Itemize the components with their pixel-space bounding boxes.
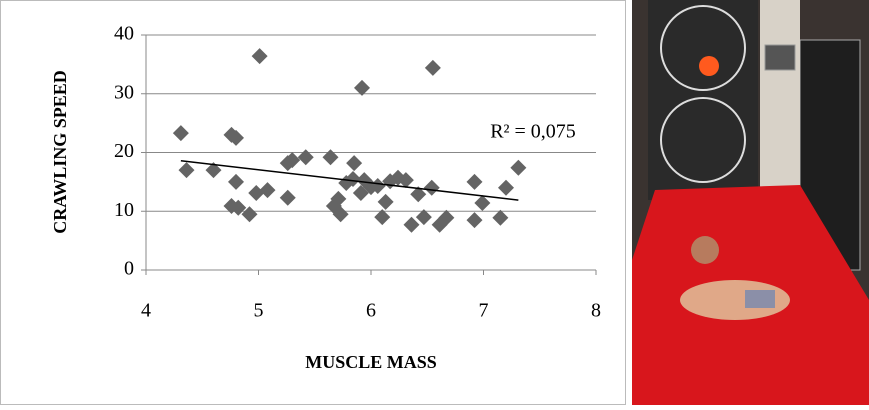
y-tick-label: 10: [114, 199, 134, 221]
point: [466, 173, 483, 190]
x-tick-label: 6: [366, 300, 376, 322]
point: [178, 162, 195, 179]
point: [279, 189, 296, 206]
point: [297, 149, 314, 166]
point: [345, 170, 361, 187]
point: [205, 162, 222, 179]
point: [397, 172, 414, 189]
point: [241, 206, 258, 223]
photo-wall: [760, 0, 800, 190]
x-tick-label: 5: [254, 300, 264, 322]
point: [374, 209, 391, 226]
point: [369, 177, 386, 194]
photo-child-head: [691, 236, 719, 264]
point: [251, 48, 268, 65]
y-tick-label: 30: [114, 81, 134, 103]
point: [474, 195, 491, 212]
point: [248, 185, 265, 202]
photo-device: [764, 44, 796, 71]
photo-wall-target: [648, 0, 758, 200]
chart-frame: [0, 0, 626, 405]
photo-target-dot: [699, 56, 719, 76]
point: [332, 206, 349, 223]
point: [510, 159, 527, 176]
point: [259, 182, 276, 199]
point: [377, 193, 394, 210]
photo-child-shorts: [745, 290, 775, 308]
point: [172, 125, 189, 142]
r-squared-label: R² = 0,075: [490, 121, 576, 143]
point: [284, 152, 301, 169]
point: [423, 179, 440, 196]
x-tick-label: 4: [141, 300, 151, 322]
point: [322, 149, 339, 166]
y-tick-label: 20: [114, 140, 134, 162]
photo-target-ring: [660, 97, 746, 183]
y-tick-label: 40: [114, 23, 134, 45]
point: [492, 209, 509, 226]
point: [354, 79, 370, 96]
y-axis-title: CRAWLING SPEED: [50, 70, 70, 234]
point: [424, 59, 441, 76]
point: [346, 155, 363, 172]
point: [330, 190, 347, 207]
point: [228, 129, 244, 146]
x-axis-title: MUSCLE MASS: [305, 352, 437, 372]
photo-target-ring: [660, 5, 746, 91]
point: [466, 212, 483, 229]
photo: [632, 0, 869, 405]
point: [403, 216, 420, 233]
trendline: [180, 159, 519, 201]
x-tick-label: 7: [479, 300, 489, 322]
point: [415, 209, 432, 226]
y-tick-label: 0: [124, 258, 134, 280]
point: [228, 173, 244, 190]
point: [410, 186, 427, 203]
point: [498, 179, 514, 196]
point: [230, 199, 247, 216]
x-tick-label: 8: [591, 300, 601, 322]
plot: 0 10 20 30 40 4 5 6 7 8: [114, 23, 601, 322]
point: [438, 209, 455, 226]
